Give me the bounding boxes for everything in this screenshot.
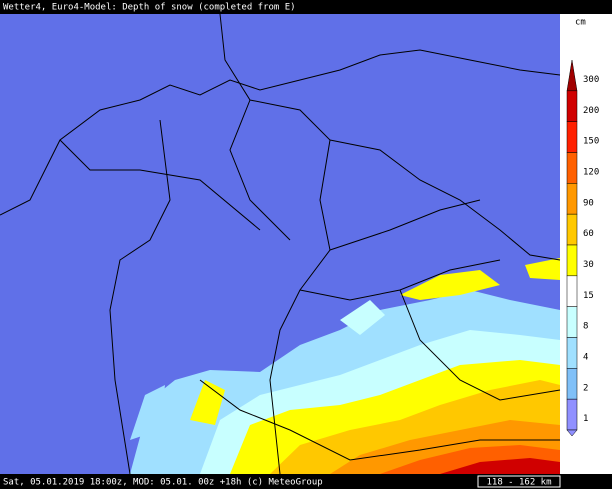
scale-box [477,475,561,488]
legend-label: 150 [583,137,599,147]
legend-label: 4 [583,352,588,362]
legend-tip [566,429,578,437]
legend-swatch [566,306,578,338]
legend-swatch [566,244,578,277]
legend-label: 120 [583,167,599,177]
legend-label: 60 [583,229,594,239]
footer-text: Sat, 05.01.2019 18:00z, MOD: 05.01. 00z … [3,478,323,488]
legend-label: 30 [583,260,594,270]
header-bar [0,0,612,14]
legend: 300 200 150 120 90 60 30 15 8 4 2 1 [566,59,599,437]
legend-label: 200 [583,106,599,116]
legend-label: 90 [583,198,594,208]
legend-label: 8 [583,322,588,332]
snow-areas [130,258,560,474]
legend-swatch [566,398,578,431]
legend-swatch [566,337,578,369]
legend-label: 15 [583,291,594,301]
scale-label: 118 - 162 km [486,478,551,488]
legend-swatch [566,275,578,307]
legend-unit: cm [575,18,586,28]
borders [0,13,561,475]
legend-swatch [566,213,578,246]
legend-label: 1 [583,414,588,424]
footer-bar [0,474,612,489]
legend-swatch [566,183,578,215]
legend-swatch [566,121,578,153]
legend-swatch [566,152,578,184]
header-title: Wetter4, Euro4-Model: Depth of snow (com… [3,3,296,13]
legend-label: 2 [583,383,588,393]
legend-label: 300 [583,75,599,85]
legend-swatch [566,90,578,122]
legend-swatch [566,368,578,400]
